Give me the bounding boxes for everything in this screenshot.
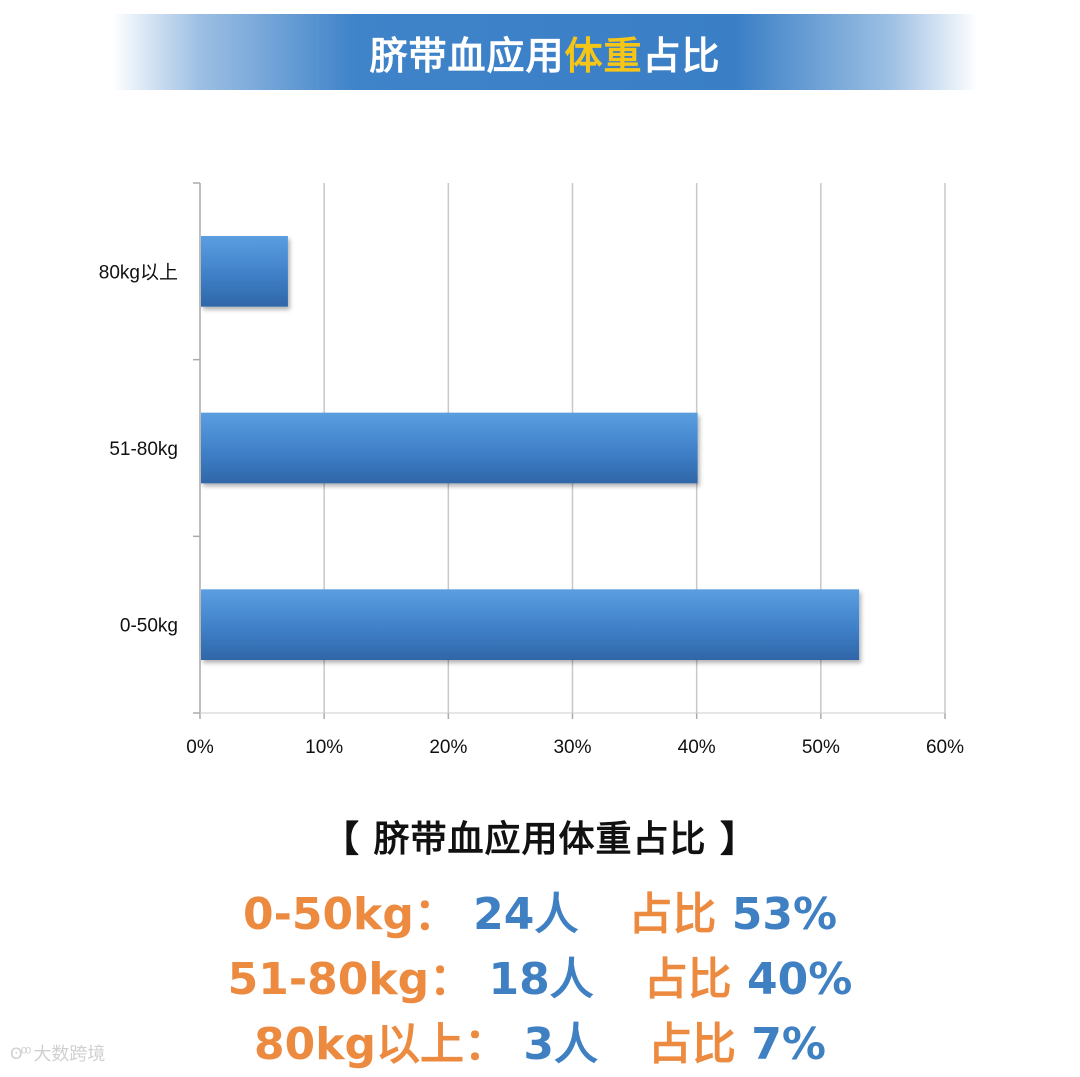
y-category-label: 51-80kg (109, 439, 178, 460)
x-tick-label: 60% (926, 737, 964, 758)
title-banner: 脐带血应用体重占比 (112, 14, 978, 90)
summary-ratio: 7% (751, 1019, 826, 1070)
summary-count: 3人 (523, 1019, 598, 1070)
summary-ratio-label: 占比 (628, 889, 717, 940)
x-tick-label: 50% (802, 737, 840, 758)
summary-heading: 【 脐带血应用体重占比 】 (322, 819, 758, 860)
bar (201, 412, 698, 484)
watermark: ʘ⁰⁰ 大数跨境 (10, 1040, 105, 1066)
axes (193, 182, 946, 719)
y-category-label: 0-50kg (120, 616, 178, 637)
summary-label: 80kg以上： (254, 1019, 508, 1070)
title-text-2: 占比 (642, 33, 721, 78)
axis-labels: 0% 10% 20% 30% 40% 50% 60% 80kg以上 51-80kg 0-50kg (99, 261, 964, 758)
summary-row-2: 51-80kg： 18人 占比 40% (0, 943, 1080, 1007)
x-tick-label: 0% (186, 737, 214, 758)
x-tick-label: 20% (429, 737, 467, 758)
x-tick-label: 10% (305, 737, 343, 758)
summary-ratio: 53% (731, 889, 838, 940)
x-tick-label: 30% (553, 737, 591, 758)
bar (201, 589, 860, 660)
summary-ratio: 40% (747, 954, 853, 1005)
summary-row-3: 80kg以上： 3人 占比 7% (0, 1008, 1080, 1072)
summary-ratio-label: 占比 (643, 954, 732, 1005)
summary-label: 0-50kg： (242, 889, 458, 940)
summary-ratio-label: 占比 (647, 1019, 736, 1070)
summary-count: 24人 (473, 889, 579, 940)
x-tick-label: 40% (678, 737, 716, 758)
title-highlight: 体重 (564, 33, 643, 78)
title-text-1: 脐带血应用 (369, 33, 565, 78)
summary-row-1: 0-50kg： 24人 占比 53% (0, 878, 1080, 942)
summary-count: 18人 (488, 954, 594, 1005)
y-category-label: 80kg以上 (99, 261, 178, 283)
watermark-text: 大数跨境 (33, 1044, 106, 1065)
weibo-icon: ʘ⁰⁰ (10, 1043, 31, 1063)
bar-chart: 0% 10% 20% 30% 40% 50% 60% 80kg以上 51-80kg 0-50kg (99, 182, 964, 758)
page-title: 脐带血应用体重占比 (369, 25, 720, 80)
summary-label: 51-80kg： (227, 954, 474, 1005)
bar (201, 236, 288, 307)
bars (201, 236, 860, 660)
